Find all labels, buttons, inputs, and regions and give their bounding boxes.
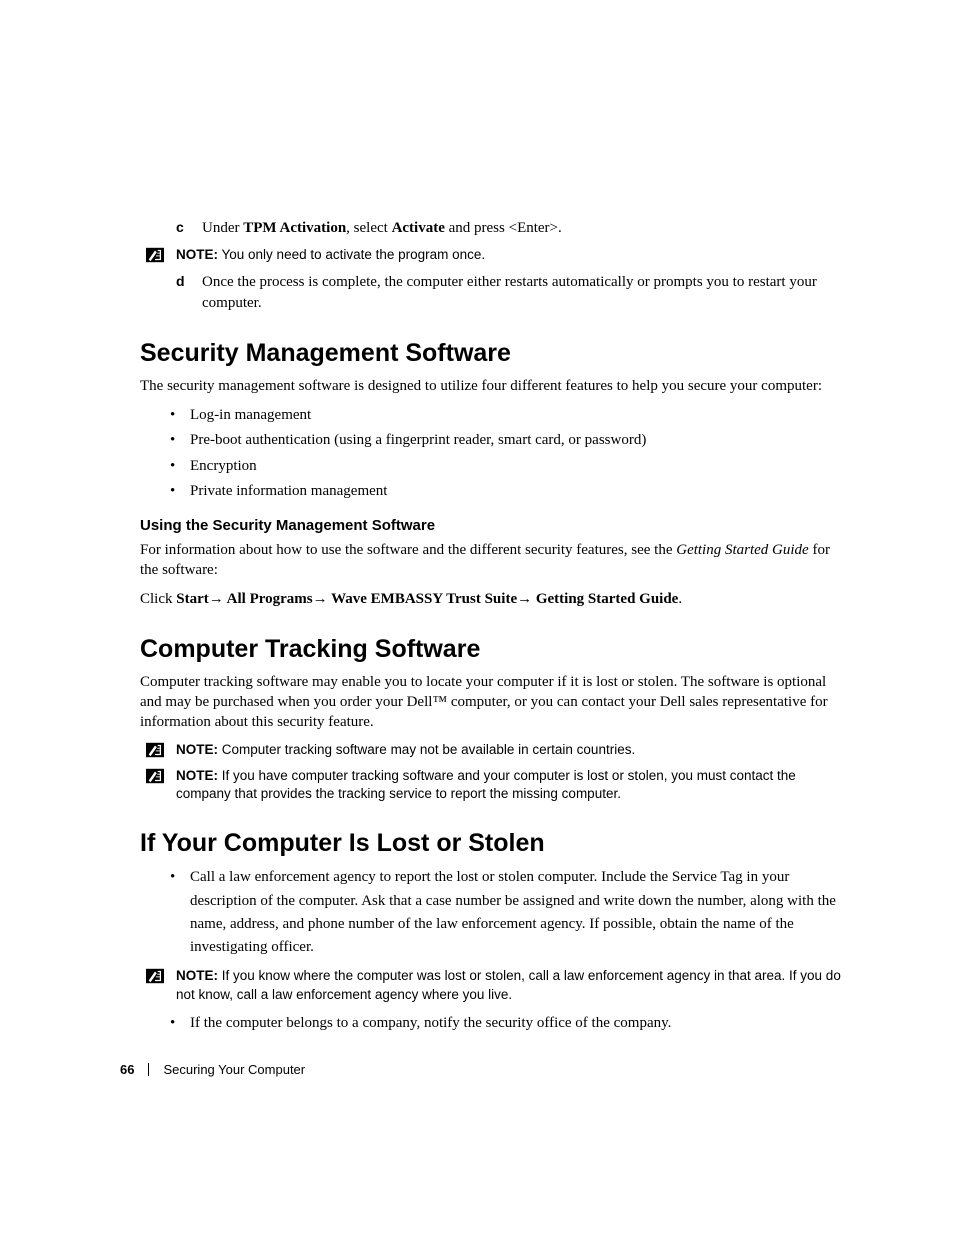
list-item: Encryption: [190, 455, 846, 478]
list-item: Private information management: [190, 480, 846, 503]
heading-computer-tracking-software: Computer Tracking Software: [140, 635, 846, 664]
footer-divider: [148, 1063, 149, 1076]
heading-security-management-software: Security Management Software: [140, 339, 846, 368]
footer-section-title: Securing Your Computer: [163, 1062, 305, 1077]
list-item: Pre-boot authentication (using a fingerp…: [190, 429, 846, 452]
bullet-list: Log-in management Pre-boot authenticatio…: [140, 404, 846, 503]
note-row: NOTE: If you have computer tracking soft…: [140, 767, 846, 803]
note-text: NOTE: Computer tracking software may not…: [176, 741, 846, 759]
text: and press <Enter>.: [445, 220, 562, 236]
note-body: If you have computer tracking software a…: [176, 768, 796, 801]
note-label: NOTE:: [176, 968, 218, 983]
note-label: NOTE:: [176, 768, 218, 783]
note-body: If you know where the computer was lost …: [176, 968, 841, 1001]
list-item: If the computer belongs to a company, no…: [190, 1012, 846, 1035]
list-item: Log-in management: [190, 404, 846, 427]
step-text: Once the process is complete, the comput…: [202, 272, 846, 313]
step-letter: d: [140, 272, 202, 313]
paragraph: The security management software is desi…: [140, 376, 846, 396]
text: .: [678, 591, 682, 607]
step-c: c Under TPM Activation, select Activate …: [140, 218, 846, 238]
note-label: NOTE:: [176, 742, 218, 757]
note-icon: [146, 968, 164, 984]
text: For information about how to use the sof…: [140, 542, 676, 558]
document-page: c Under TPM Activation, select Activate …: [0, 0, 954, 1235]
text: Click: [140, 591, 176, 607]
subheading-using-software: Using the Security Management Software: [140, 517, 846, 534]
note-row: NOTE: Computer tracking software may not…: [140, 741, 846, 759]
bold-text: TPM Activation: [243, 220, 346, 236]
note-text: NOTE: You only need to activate the prog…: [176, 246, 846, 264]
note-icon: [146, 742, 164, 758]
page-footer: 66 Securing Your Computer: [120, 1062, 305, 1077]
note-body: You only need to activate the program on…: [218, 247, 485, 262]
note-label: NOTE:: [176, 247, 218, 262]
step-text: Under TPM Activation, select Activate an…: [202, 218, 846, 238]
note-body: Computer tracking software may not be av…: [218, 742, 635, 757]
text: Under: [202, 220, 243, 236]
paragraph: For information about how to use the sof…: [140, 540, 846, 581]
italic-text: Getting Started Guide: [676, 542, 808, 558]
step-d: d Once the process is complete, the comp…: [140, 272, 846, 313]
paragraph: Computer tracking software may enable yo…: [140, 672, 846, 733]
heading-lost-or-stolen: If Your Computer Is Lost or Stolen: [140, 829, 846, 858]
paragraph: Click Start→ All Programs→ Wave EMBASSY …: [140, 589, 846, 609]
bullet-list: If the computer belongs to a company, no…: [140, 1012, 846, 1035]
note-row: NOTE: If you know where the computer was…: [140, 967, 846, 1003]
note-icon: [146, 247, 164, 263]
bold-text: Start→ All Programs→ Wave EMBASSY Trust …: [176, 591, 678, 607]
note-text: NOTE: If you have computer tracking soft…: [176, 767, 846, 803]
note-row: NOTE: You only need to activate the prog…: [140, 246, 846, 264]
bold-text: Activate: [392, 220, 445, 236]
page-number: 66: [120, 1062, 134, 1077]
bullet-list: Call a law enforcement agency to report …: [140, 866, 846, 959]
step-letter: c: [140, 218, 202, 238]
list-item: Call a law enforcement agency to report …: [190, 866, 846, 959]
note-icon: [146, 768, 164, 784]
text: , select: [346, 220, 391, 236]
note-text: NOTE: If you know where the computer was…: [176, 967, 846, 1003]
